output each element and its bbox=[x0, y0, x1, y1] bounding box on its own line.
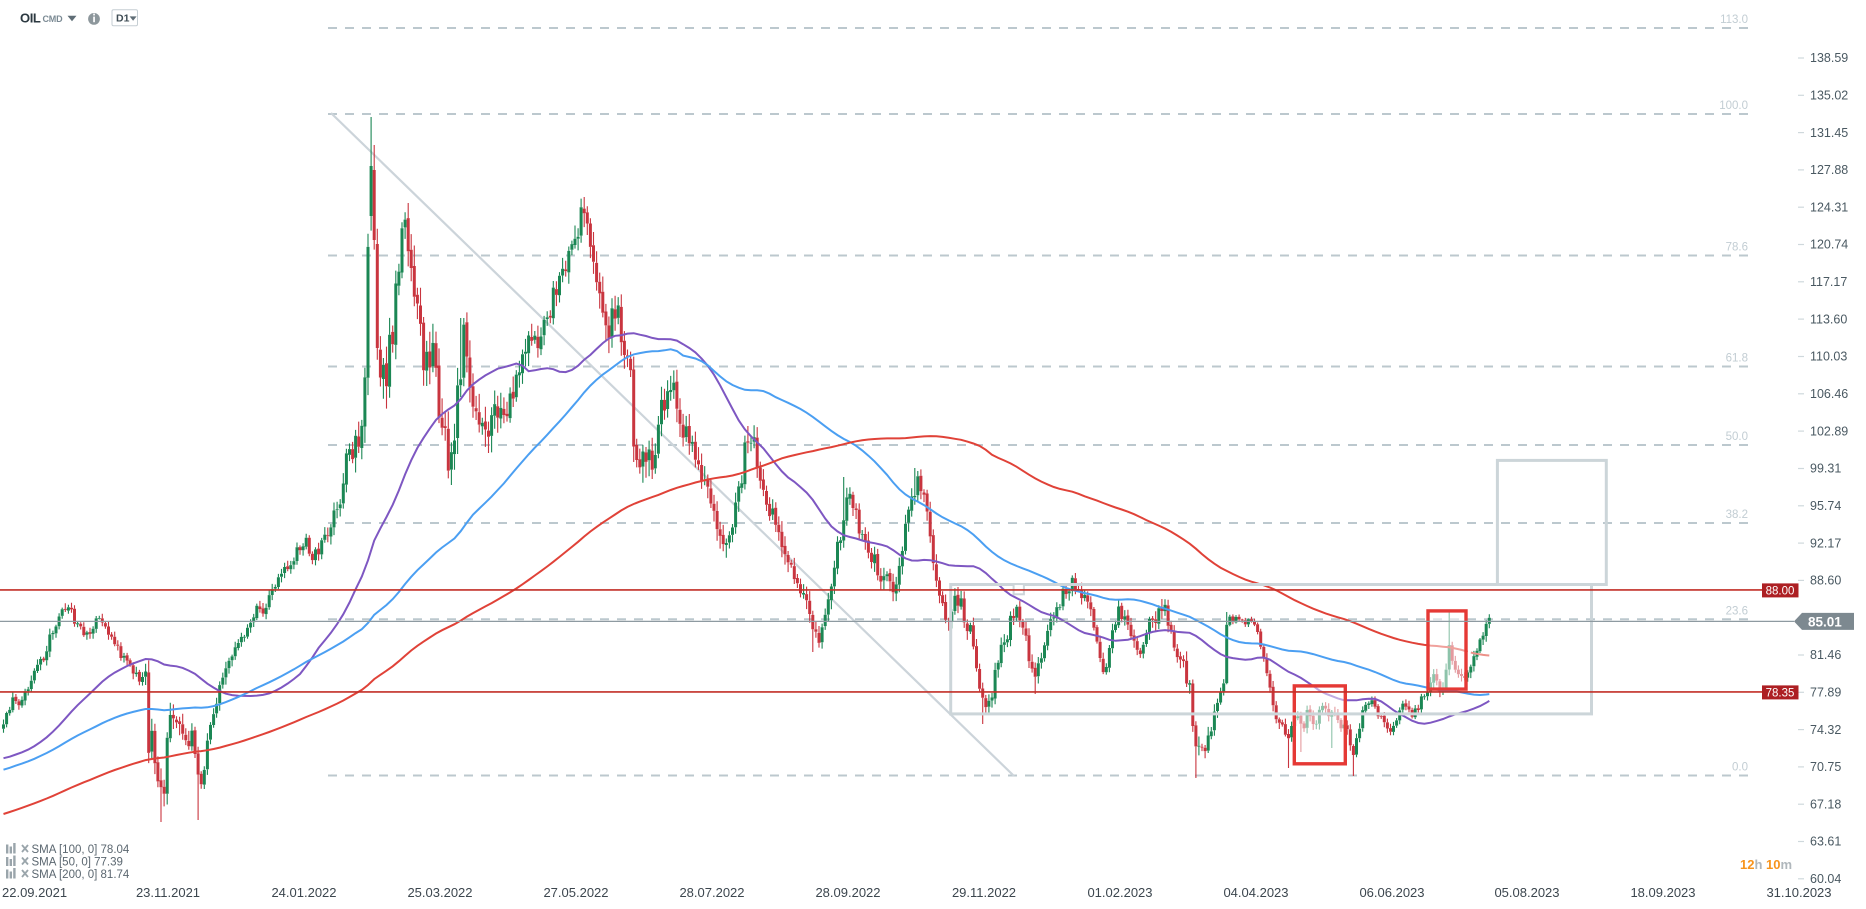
svg-text:06.06.2023: 06.06.2023 bbox=[1359, 885, 1424, 900]
svg-text:SMA [100, 0] 78.04: SMA [100, 0] 78.04 bbox=[32, 844, 130, 856]
svg-text:38.2: 38.2 bbox=[1726, 509, 1748, 521]
svg-text:50.0: 50.0 bbox=[1726, 431, 1748, 443]
svg-text:131.45: 131.45 bbox=[1810, 126, 1848, 140]
svg-text:22.09.2021: 22.09.2021 bbox=[2, 885, 67, 900]
svg-text:OIL: OIL bbox=[20, 11, 41, 26]
svg-text:106.46: 106.46 bbox=[1810, 387, 1848, 401]
svg-text:77.89: 77.89 bbox=[1810, 686, 1841, 700]
svg-text:31.10.2023: 31.10.2023 bbox=[1766, 885, 1831, 900]
svg-text:01.02.2023: 01.02.2023 bbox=[1087, 885, 1152, 900]
svg-text:D1: D1 bbox=[116, 13, 130, 25]
svg-text:99.31: 99.31 bbox=[1810, 462, 1841, 476]
svg-text:88.00: 88.00 bbox=[1766, 586, 1795, 598]
svg-text:74.32: 74.32 bbox=[1810, 723, 1841, 737]
svg-text:0.0: 0.0 bbox=[1732, 762, 1748, 774]
svg-text:18.09.2023: 18.09.2023 bbox=[1630, 885, 1695, 900]
svg-text:113.60: 113.60 bbox=[1810, 312, 1847, 326]
svg-text:102.89: 102.89 bbox=[1810, 424, 1848, 438]
svg-text:27.05.2022: 27.05.2022 bbox=[543, 885, 608, 900]
svg-text:63.61: 63.61 bbox=[1810, 835, 1841, 849]
svg-text:60.04: 60.04 bbox=[1810, 872, 1841, 886]
svg-text:70.75: 70.75 bbox=[1810, 760, 1841, 774]
svg-text:85.01: 85.01 bbox=[1808, 614, 1842, 629]
svg-text:135.02: 135.02 bbox=[1810, 89, 1848, 103]
svg-text:23.6: 23.6 bbox=[1726, 605, 1748, 617]
svg-text:29.11.2022: 29.11.2022 bbox=[952, 885, 1016, 900]
svg-text:25.03.2022: 25.03.2022 bbox=[407, 885, 472, 900]
svg-text:12h 10m: 12h 10m bbox=[1740, 857, 1792, 872]
svg-text:110.03: 110.03 bbox=[1810, 350, 1847, 364]
svg-text:113.0: 113.0 bbox=[1720, 14, 1748, 26]
svg-text:92.17: 92.17 bbox=[1810, 536, 1841, 550]
svg-text:138.59: 138.59 bbox=[1810, 51, 1848, 65]
svg-text:78.6: 78.6 bbox=[1726, 242, 1748, 254]
svg-text:SMA [50, 0] 77.39: SMA [50, 0] 77.39 bbox=[32, 857, 123, 869]
svg-text:28.09.2022: 28.09.2022 bbox=[815, 885, 880, 900]
svg-text:124.31: 124.31 bbox=[1810, 200, 1848, 214]
svg-text:CMD: CMD bbox=[43, 14, 64, 24]
svg-text:78.35: 78.35 bbox=[1766, 688, 1795, 700]
svg-text:05.08.2023: 05.08.2023 bbox=[1494, 885, 1559, 900]
svg-text:120.74: 120.74 bbox=[1810, 238, 1848, 252]
svg-text:127.88: 127.88 bbox=[1810, 163, 1848, 177]
svg-text:24.01.2022: 24.01.2022 bbox=[271, 885, 336, 900]
svg-text:61.8: 61.8 bbox=[1726, 353, 1748, 365]
svg-text:28.07.2022: 28.07.2022 bbox=[679, 885, 744, 900]
svg-text:81.46: 81.46 bbox=[1810, 648, 1841, 662]
svg-text:67.18: 67.18 bbox=[1810, 797, 1841, 811]
svg-text:88.60: 88.60 bbox=[1810, 574, 1841, 588]
svg-text:100.0: 100.0 bbox=[1719, 100, 1748, 112]
svg-text:23.11.2021: 23.11.2021 bbox=[136, 885, 200, 900]
svg-text:95.74: 95.74 bbox=[1810, 499, 1841, 513]
svg-text:117.17: 117.17 bbox=[1810, 275, 1847, 289]
svg-text:SMA [200, 0] 81.74: SMA [200, 0] 81.74 bbox=[32, 869, 130, 881]
svg-text:04.04.2023: 04.04.2023 bbox=[1223, 885, 1288, 900]
